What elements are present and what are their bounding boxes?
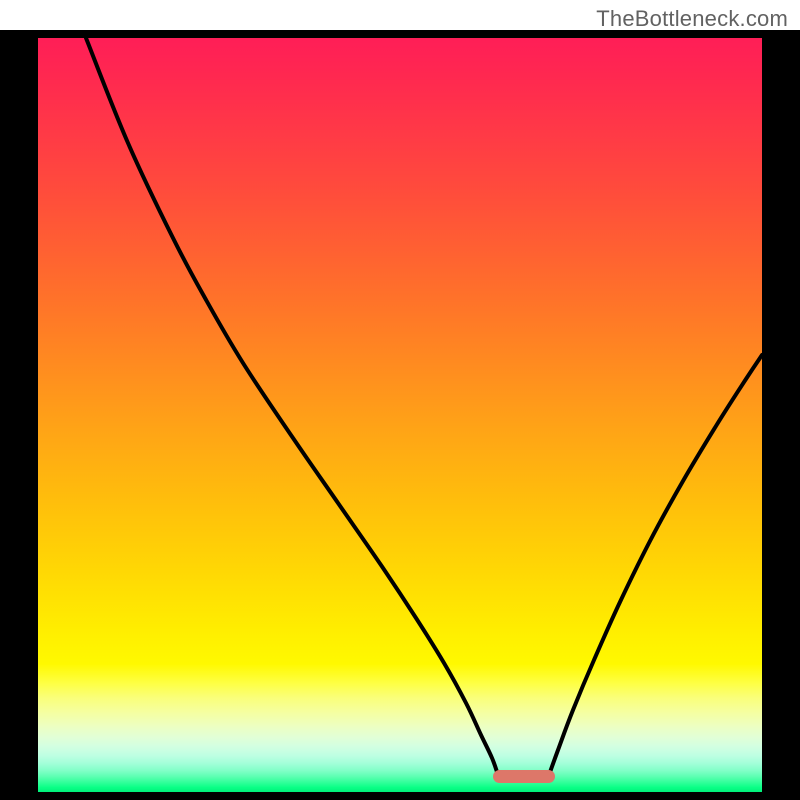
curve-left — [86, 38, 498, 775]
watermark-text: TheBottleneck.com — [596, 6, 788, 32]
valley-marker — [493, 770, 555, 783]
plot-area — [38, 38, 762, 792]
chart-frame — [0, 30, 800, 800]
bottleneck-curve — [38, 38, 762, 792]
curve-right — [549, 355, 762, 775]
